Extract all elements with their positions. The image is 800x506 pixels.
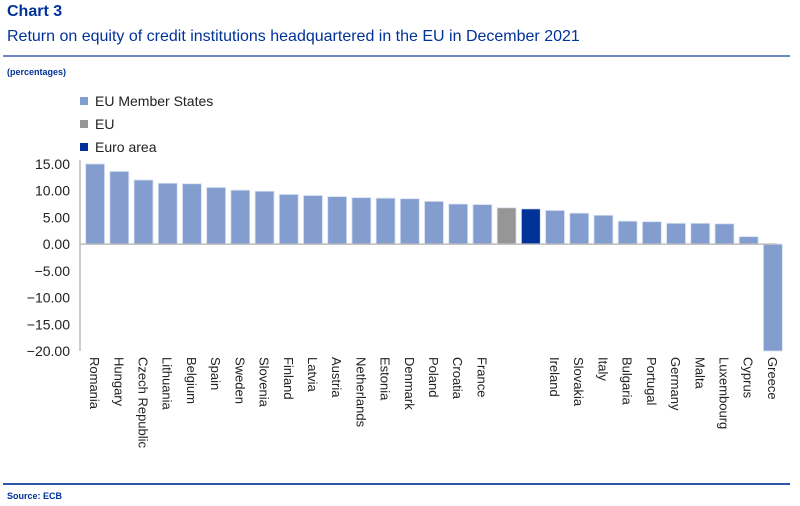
top-rule bbox=[3, 55, 790, 57]
bar-ireland bbox=[545, 210, 565, 245]
category-label: Ireland bbox=[547, 357, 562, 397]
bar-malta bbox=[690, 222, 711, 245]
category-label: Bulgaria bbox=[620, 357, 635, 405]
bar-lithuania bbox=[157, 182, 178, 245]
category-label: France bbox=[474, 357, 489, 397]
legend: EU Member States EU Euro area bbox=[80, 93, 213, 155]
bar-poland bbox=[424, 200, 444, 245]
category-label: Portugal bbox=[644, 357, 659, 406]
category-label: Greece bbox=[765, 357, 780, 400]
category-label: Cyprus bbox=[741, 357, 756, 399]
legend-swatch-euro bbox=[80, 143, 88, 151]
category-label: Luxembourg bbox=[716, 357, 731, 429]
legend-swatch-eu bbox=[80, 120, 88, 128]
bar-slovakia bbox=[569, 212, 590, 245]
category-label: Germany bbox=[668, 357, 683, 411]
category-label: Croatia bbox=[450, 357, 465, 400]
bar-denmark bbox=[399, 198, 420, 245]
y-tick-label: 10.00 bbox=[35, 183, 70, 199]
bar-euro bbox=[520, 208, 541, 245]
legend-swatch-member bbox=[80, 97, 88, 105]
bar-eu bbox=[496, 207, 517, 245]
bar-portugal bbox=[642, 221, 662, 245]
units-label: (percentages) bbox=[7, 67, 67, 77]
source-note: Source: ECB bbox=[7, 491, 63, 501]
category-label: Slovakia bbox=[571, 357, 586, 407]
bar-chart: EU Member States EU Euro area 15.00 10.00 5.… bbox=[27, 93, 783, 449]
bar-austria bbox=[327, 196, 348, 245]
category-label: Czech Republic bbox=[136, 357, 151, 449]
bar-cyprus bbox=[738, 236, 759, 245]
chart-title: Return on equity of credit institutions … bbox=[7, 28, 580, 45]
legend-label-euro: Euro area bbox=[95, 139, 157, 155]
category-label: Lithuania bbox=[160, 357, 175, 411]
bar-czech-republic bbox=[133, 179, 154, 245]
bar-france bbox=[472, 204, 493, 245]
bars bbox=[85, 163, 783, 352]
y-tick-label: 0.00 bbox=[43, 236, 70, 252]
bar-finland bbox=[278, 194, 299, 245]
chart-label: Chart 3 bbox=[7, 3, 63, 20]
category-label: Estonia bbox=[378, 357, 393, 401]
category-label: Hungary bbox=[111, 357, 126, 407]
bar-croatia bbox=[448, 203, 469, 245]
bottom-rule bbox=[3, 483, 790, 485]
category-label: Latvia bbox=[305, 357, 320, 392]
category-label: Finland bbox=[281, 357, 296, 400]
bar-slovenia bbox=[254, 190, 275, 245]
category-label: Spain bbox=[208, 357, 223, 390]
y-tick-label: −20.00 bbox=[27, 343, 70, 359]
bar-bulgaria bbox=[617, 220, 638, 245]
y-tick-label: −15.00 bbox=[27, 316, 70, 332]
category-label: Slovenia bbox=[257, 357, 272, 408]
legend-label-member: EU Member States bbox=[95, 93, 213, 109]
category-label: Austria bbox=[329, 357, 344, 398]
bar-romania bbox=[85, 163, 105, 245]
bar-latvia bbox=[303, 195, 323, 245]
y-tick-label: 5.00 bbox=[43, 209, 70, 225]
category-label: Malta bbox=[692, 357, 707, 390]
category-label: Belgium bbox=[184, 357, 199, 404]
category-label: Sweden bbox=[232, 357, 247, 404]
bar-spain bbox=[206, 187, 226, 245]
category-label: Poland bbox=[426, 357, 441, 397]
category-labels: Romania Hungary Czech Republic Lithuania Bel… bbox=[87, 357, 780, 449]
bar-sweden bbox=[230, 189, 251, 245]
y-tick-label: −10.00 bbox=[27, 290, 70, 306]
category-label: Netherlands bbox=[353, 357, 368, 428]
bar-hungary bbox=[109, 171, 130, 245]
category-label: Italy bbox=[595, 357, 610, 381]
category-label: Denmark bbox=[402, 357, 417, 410]
bar-germany bbox=[666, 222, 686, 245]
y-tick-label: −5.00 bbox=[35, 263, 71, 279]
category-label: Romania bbox=[87, 357, 102, 410]
y-tick-label: 15.00 bbox=[35, 156, 70, 172]
bar-estonia bbox=[375, 197, 396, 245]
y-axis: 15.00 10.00 5.00 0.00 −5.00 −10.00 −15.00 −20.0… bbox=[27, 156, 81, 359]
bar-luxembourg bbox=[714, 223, 735, 245]
legend-label-eu: EU bbox=[95, 116, 114, 132]
bar-netherlands bbox=[351, 197, 372, 245]
bar-belgium bbox=[182, 183, 202, 245]
bar-italy bbox=[593, 214, 614, 245]
bar-greece bbox=[763, 243, 783, 352]
